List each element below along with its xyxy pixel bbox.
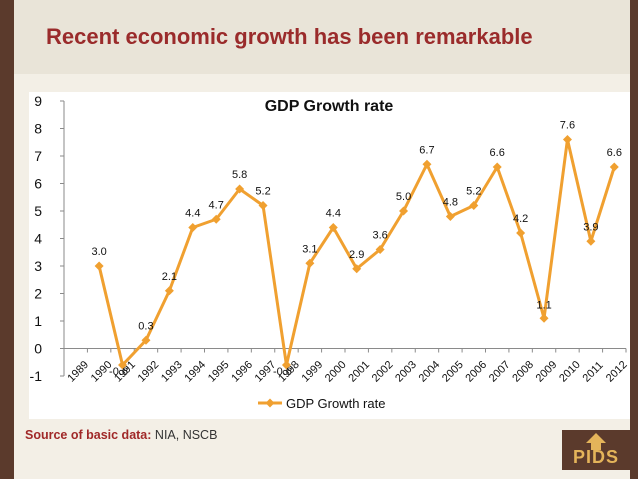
- chart-title: GDP Growth rate: [265, 98, 394, 115]
- data-point-marker: [539, 313, 549, 323]
- x-tick-label: 1993: [159, 359, 185, 385]
- x-tick-label: 2012: [604, 359, 630, 385]
- data-point-marker: [492, 162, 502, 172]
- x-tick-label: 1989: [65, 359, 91, 385]
- chart-area: -1 0 1 2 3 4 5 6 7 8 9 1989 1990 1991 1992 1993 1994 1995…: [29, 92, 630, 419]
- x-tick-label: 2002: [370, 359, 396, 385]
- data-label: 7.6: [560, 120, 575, 132]
- pids-logo: PIDS: [562, 430, 630, 470]
- data-label: 3.0: [91, 246, 106, 258]
- data-point-marker: [516, 228, 526, 238]
- data-point-marker: [305, 258, 315, 268]
- source-label: Source of basic data:: [25, 428, 152, 442]
- data-label: 4.8: [443, 197, 458, 209]
- data-point-marker: [375, 245, 385, 254]
- data-label: 4.4: [185, 208, 200, 220]
- data-label: 3.1: [302, 243, 317, 255]
- data-label: 2.1: [162, 271, 177, 283]
- data-point-marker: [609, 162, 619, 172]
- y-tick-label: -1: [30, 368, 43, 384]
- x-tick-label: 2003: [393, 359, 419, 385]
- y-tick-label: 6: [34, 176, 42, 192]
- x-tick-label: 2006: [463, 359, 489, 385]
- y-tick-label: 9: [34, 93, 42, 109]
- y-tick-label: 8: [34, 121, 42, 137]
- x-tick-label: 1992: [136, 359, 162, 385]
- source-note: Source of basic data: NIA, NSCB: [25, 428, 217, 442]
- y-tick-label: 5: [34, 203, 42, 219]
- data-label: 5.2: [466, 186, 481, 198]
- data-label: 5.2: [255, 186, 270, 198]
- x-tick-label: 1995: [206, 359, 232, 385]
- data-label: 0.3: [138, 320, 153, 332]
- x-tick-label: 2011: [581, 359, 606, 384]
- data-point-marker: [94, 261, 104, 271]
- data-point-marker: [328, 223, 338, 232]
- data-label: 3.6: [372, 230, 387, 242]
- x-tick-label: 2000: [323, 359, 349, 385]
- data-label: 4.4: [326, 208, 341, 220]
- data-point-marker: [352, 264, 362, 274]
- data-label: -0.6: [109, 366, 128, 378]
- data-point-marker: [188, 223, 198, 232]
- y-tick-label: 1: [34, 313, 42, 329]
- y-tick-label: 2: [34, 286, 42, 302]
- data-point-marker: [164, 286, 174, 296]
- data-label: 4.2: [513, 213, 528, 225]
- x-tick-label: 2010: [557, 359, 583, 385]
- data-label: 6.6: [607, 147, 622, 159]
- data-point-marker: [211, 214, 221, 224]
- data-label: 6.6: [490, 147, 505, 159]
- data-label: 5.0: [396, 191, 411, 203]
- x-tick-label: 2008: [510, 359, 536, 385]
- data-point-marker: [258, 201, 268, 210]
- data-point-marker: [422, 159, 432, 169]
- x-tick-label: 1994: [182, 359, 208, 385]
- x-tick-label: 2004: [417, 359, 443, 385]
- data-label: 5.8: [232, 169, 247, 181]
- x-tick-label: 2009: [534, 359, 560, 385]
- y-tick-label: 7: [34, 148, 42, 164]
- logo-arrow-icon: [586, 433, 606, 450]
- left-frame-bar: [0, 0, 14, 479]
- logo-text: PIDS: [572, 447, 619, 467]
- y-tick-label: 3: [34, 258, 42, 274]
- data-label: 6.7: [419, 144, 434, 156]
- data-point-marker: [281, 360, 291, 370]
- slide-title: Recent economic growth has been remarkab…: [46, 24, 533, 49]
- gdp-line-chart: -101234567891989199019911992199319941995…: [30, 93, 630, 411]
- y-tick-label: 0: [34, 341, 42, 357]
- data-point-marker: [141, 335, 151, 345]
- data-label: -0.6: [273, 366, 292, 378]
- data-label: 1.1: [536, 299, 551, 311]
- x-tick-label: 2007: [487, 359, 513, 385]
- x-tick-label: 2001: [346, 359, 372, 385]
- data-point-marker: [562, 135, 572, 144]
- data-label: 4.7: [209, 199, 224, 211]
- x-tick-label: 1999: [300, 359, 326, 385]
- legend-marker-swatch: [265, 398, 275, 408]
- x-tick-label: 2005: [440, 359, 466, 385]
- data-point-marker: [469, 201, 479, 210]
- x-tick-label: 1996: [229, 359, 255, 385]
- data-label: 3.9: [583, 221, 598, 233]
- source-value: NIA, NSCB: [151, 428, 218, 442]
- data-label: 2.9: [349, 249, 364, 261]
- data-point-marker: [399, 206, 409, 216]
- data-point-marker: [118, 360, 128, 370]
- y-tick-label: 4: [34, 231, 42, 247]
- data-point-marker: [445, 212, 455, 221]
- header-band: [14, 0, 630, 74]
- data-point-marker: [235, 184, 245, 194]
- legend-label: GDP Growth rate: [286, 396, 385, 411]
- data-point-marker: [586, 236, 596, 246]
- right-frame-bar: [630, 0, 638, 479]
